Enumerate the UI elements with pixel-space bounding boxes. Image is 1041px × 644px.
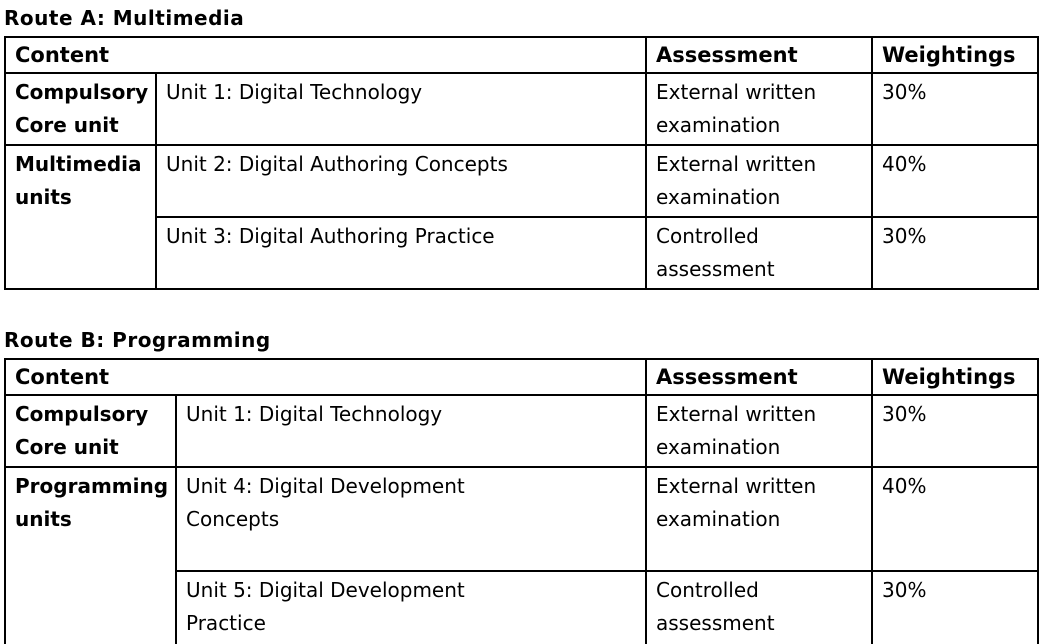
weighting-cell: 30% <box>871 394 1039 468</box>
weighting-cell: 40% <box>871 466 1039 572</box>
group-cell: Compulsory Core unit <box>4 72 157 146</box>
assessment-cell: External written examination <box>645 394 873 468</box>
weighting-cell: 40% <box>871 144 1039 218</box>
unit-cell: Unit 4: Digital Development Concepts <box>175 466 647 572</box>
table-row: Programming units Unit 4: Digital Develo… <box>4 466 1039 644</box>
table-row: Unit 5: Digital Development Practice Con… <box>5 570 1039 644</box>
table-row: Multimedia units Unit 2: Digital Authori… <box>4 144 1039 290</box>
unit-cell: Unit 5: Digital Development Practice <box>175 570 647 644</box>
unit-cell: Unit 1: Digital Technology <box>155 72 647 146</box>
route-b-title: Route B: Programming <box>4 328 271 352</box>
group-cell: Multimedia units <box>4 144 157 290</box>
weighting-cell: 30% <box>871 570 1039 644</box>
assessment-cell: Controlled assessment <box>645 216 873 290</box>
assessment-cell: External written examination <box>645 466 873 572</box>
unit-cell: Unit 3: Digital Authoring Practice <box>155 216 647 290</box>
table-header-row: Content Assessment Weightings <box>4 36 1039 74</box>
assessment-header: Assessment <box>645 358 873 396</box>
table-row: Unit 3: Digital Authoring Practice Contr… <box>5 216 1039 290</box>
weightings-header: Weightings <box>871 358 1039 396</box>
weighting-cell: 30% <box>871 72 1039 146</box>
assessment-cell: External written examination <box>645 144 873 218</box>
content-header: Content <box>4 358 647 396</box>
table-row: Compulsory Core unit Unit 1: Digital Tec… <box>4 394 1039 468</box>
weightings-header: Weightings <box>871 36 1039 74</box>
group-cell: Programming units <box>4 466 177 644</box>
assessment-cell: External written examination <box>645 72 873 146</box>
group-cell: Compulsory Core unit <box>4 394 177 468</box>
assessment-header: Assessment <box>645 36 873 74</box>
unit-cell: Unit 2: Digital Authoring Concepts <box>155 144 647 218</box>
assessment-cell: Controlled assessment <box>645 570 873 644</box>
route-a-table: Content Assessment Weightings Compulsory… <box>4 36 1039 290</box>
unit-cell: Unit 1: Digital Technology <box>175 394 647 468</box>
table-header-row: Content Assessment Weightings <box>4 358 1039 396</box>
weighting-cell: 30% <box>871 216 1039 290</box>
table-row: Compulsory Core unit Unit 1: Digital Tec… <box>4 72 1039 146</box>
content-header: Content <box>4 36 647 74</box>
route-b-table: Content Assessment Weightings Compulsory… <box>4 358 1039 644</box>
route-a-title: Route A: Multimedia <box>4 6 245 30</box>
